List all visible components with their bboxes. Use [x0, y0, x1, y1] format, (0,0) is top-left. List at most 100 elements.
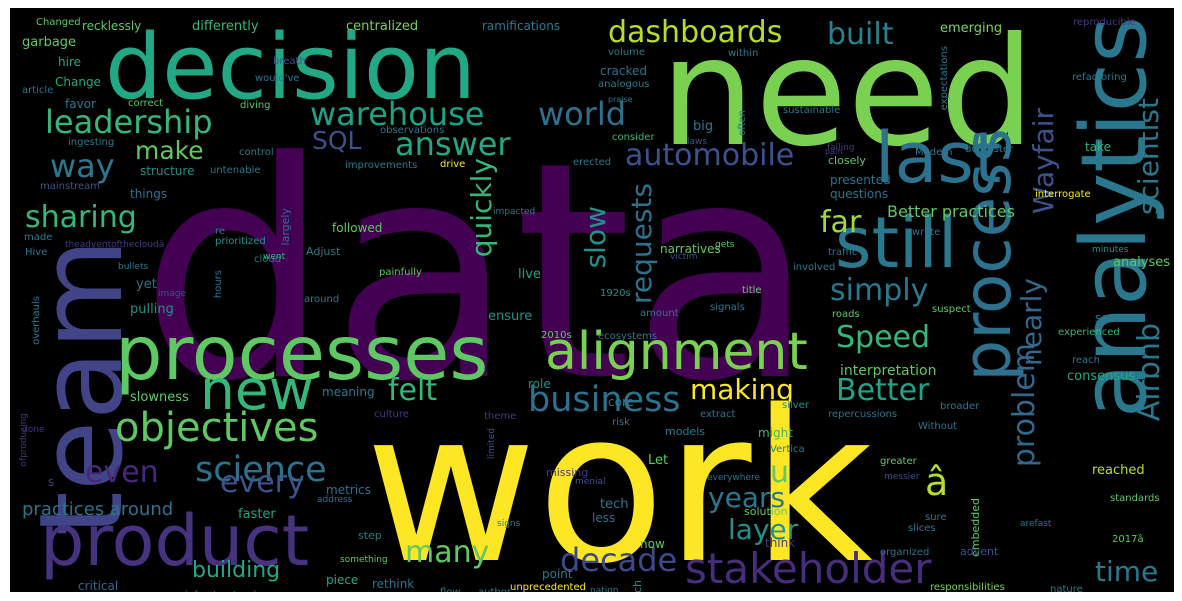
cloud-word: reached [1092, 463, 1145, 478]
cloud-word: around [304, 294, 340, 305]
cloud-word: correct [128, 98, 164, 109]
cloud-word: simply [830, 273, 929, 308]
cloud-word: control [239, 147, 274, 158]
cloud-word: nation [590, 586, 619, 593]
cloud-word: narratives [660, 242, 721, 256]
cloud-word: Better practices [887, 202, 1015, 221]
cloud-word: consensus [1067, 369, 1136, 384]
cloud-word: advent [960, 545, 999, 558]
cloud-word: centralized [346, 19, 419, 34]
cloud-word: flow [440, 588, 461, 593]
cloud-word: pain [825, 147, 843, 156]
cloud-word: refactoring [1072, 72, 1127, 83]
cloud-word: hire [58, 55, 81, 69]
cloud-word: signs [497, 519, 521, 529]
cloud-word: victim [670, 252, 698, 262]
cloud-word: cracked [600, 64, 648, 78]
cloud-word: tech [600, 497, 629, 512]
cloud-word: limited [487, 428, 497, 460]
cloud-word: closely [828, 154, 866, 167]
cloud-word: new [200, 358, 314, 422]
cloud-word: models [665, 425, 705, 438]
cloud-word: wrote [912, 227, 941, 238]
cloud-word: sharing [25, 200, 137, 235]
cloud-word: missing [546, 466, 589, 479]
cloud-word: erected [573, 157, 612, 168]
cloud-word: decade [560, 541, 678, 579]
cloud-word: making [690, 373, 794, 406]
cloud-word: ingesting [68, 137, 115, 148]
cloud-word: something [340, 555, 388, 565]
cloud-word: observations [380, 125, 445, 136]
cloud-word: ensure [488, 309, 533, 324]
cloud-word: roads [832, 309, 860, 320]
cloud-word: questions [830, 187, 889, 201]
cloud-word: slices [908, 523, 936, 534]
cloud-word: need [660, 8, 1035, 180]
cloud-word: 2010s [541, 330, 572, 341]
cloud-word: might [758, 426, 793, 440]
cloud-word: unprecedented [510, 582, 586, 593]
cloud-word: make [135, 136, 204, 165]
cloud-word: layer [728, 513, 799, 546]
cloud-word: sure [925, 512, 947, 523]
cloud-word: breath [273, 56, 306, 67]
cloud-word: now [640, 537, 665, 551]
cloud-word: things [130, 187, 168, 201]
cloud-word: gets [715, 240, 735, 250]
cloud-word: made [24, 232, 53, 243]
cloud-word: drive [440, 159, 466, 170]
cloud-word: reproducible [1073, 17, 1136, 28]
cloud-word: broader [940, 401, 980, 412]
cloud-word: article [22, 85, 54, 96]
cloud-word: within [728, 48, 759, 59]
cloud-word: signals [710, 302, 745, 313]
cloud-word: would've [255, 73, 300, 84]
cloud-word: garbage [22, 35, 77, 50]
cloud-word: analogous [598, 79, 650, 90]
cloud-word: minutes [1092, 245, 1129, 255]
cloud-word: menial [575, 477, 606, 487]
cloud-word: take [1085, 140, 1111, 154]
cloud-word: infrastructural [185, 591, 256, 593]
cloud-word: improvements [345, 160, 418, 171]
cloud-word: repercussions [828, 409, 898, 420]
cloud-word: consider [612, 132, 655, 143]
cloud-word: responsibilities [930, 582, 1005, 593]
cloud-word: alignment [545, 322, 808, 382]
cloud-word: interpretation [840, 363, 937, 379]
cloud-word: 2017â [1112, 534, 1144, 545]
cloud-word: piece [326, 573, 359, 587]
cloud-word: went [263, 252, 286, 262]
cloud-word: organized [880, 547, 930, 558]
cloud-word: bullets [118, 262, 149, 272]
cloud-word: practices around [22, 499, 174, 520]
word-cloud: data work need decision analytics team process… [10, 8, 1174, 592]
cloud-word: laws [687, 137, 708, 147]
cloud-word: analyses [1113, 255, 1171, 270]
cloud-word: standards [1110, 493, 1160, 504]
cloud-word: prioritized [215, 236, 266, 247]
cloud-word: silver [782, 400, 809, 411]
cloud-word: critical [78, 579, 119, 592]
cloud-word: followed [332, 221, 383, 235]
cloud-word: favor [65, 97, 96, 111]
cloud-word: traffic [828, 247, 858, 258]
cloud-word: presented [830, 173, 891, 187]
cloud-word: ecosystems [598, 331, 658, 342]
cloud-word: largely [279, 208, 292, 246]
cloud-word: many [405, 535, 490, 570]
cloud-word: ofproducing [19, 413, 29, 467]
cloud-word: differently [192, 19, 259, 34]
cloud-word: automobile [625, 138, 795, 173]
cloud-word: core [608, 395, 634, 409]
cloud-word: role [528, 377, 551, 391]
cloud-word: extract [700, 409, 736, 420]
cloud-word: Let [648, 453, 669, 468]
cloud-word: building [192, 558, 281, 583]
cloud-word: re [215, 226, 226, 237]
cloud-word: science [195, 450, 327, 490]
cloud-word: volume [608, 47, 646, 58]
cloud-word: SQL [312, 126, 362, 155]
cloud-word: every [220, 465, 305, 500]
